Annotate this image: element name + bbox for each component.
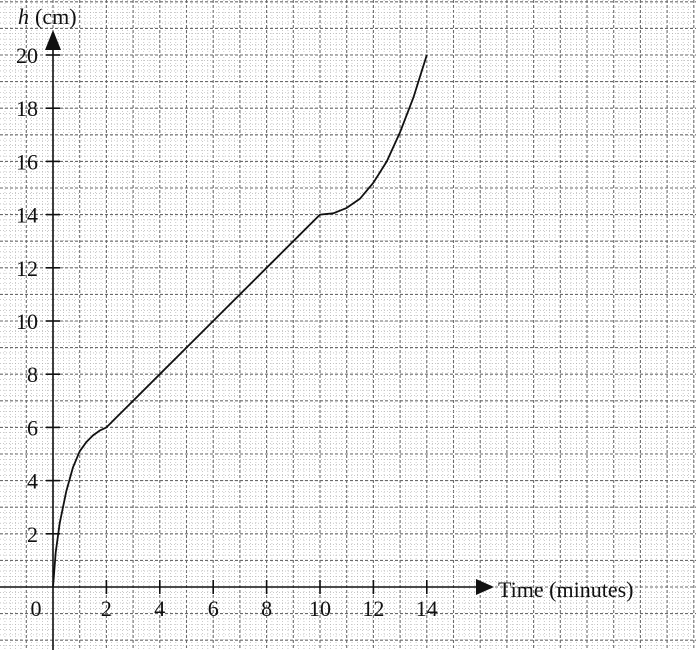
x-tick-label: 0 bbox=[31, 596, 42, 621]
y-tick-label: 14 bbox=[16, 203, 38, 228]
y-tick-label: 6 bbox=[27, 415, 38, 440]
x-axis-arrow bbox=[476, 579, 494, 595]
x-tick-label: 12 bbox=[362, 596, 384, 621]
y-tick-label: 4 bbox=[27, 469, 38, 494]
series-line bbox=[52, 54, 428, 588]
x-axis-label: Time (minutes) bbox=[498, 577, 633, 602]
data-marks bbox=[52, 54, 428, 588]
y-tick-label: 20 bbox=[16, 43, 38, 68]
x-tick-label: 2 bbox=[101, 596, 112, 621]
axes: 0 2 4 6 8 10 12 14 2 4 6 8 10 12 14 16 18 20 bbox=[0, 30, 494, 650]
y-tick-label: 10 bbox=[16, 309, 38, 334]
labels: h (cm) Time (minutes) bbox=[18, 4, 633, 602]
x-tick-label: 4 bbox=[154, 596, 165, 621]
y-tick-label: 16 bbox=[16, 149, 38, 174]
x-tick-label: 6 bbox=[208, 596, 219, 621]
y-axis-arrow bbox=[45, 30, 61, 50]
y-axis-var: h bbox=[18, 4, 29, 29]
x-tick-label: 8 bbox=[261, 596, 272, 621]
x-tick-label: 14 bbox=[416, 596, 438, 621]
y-axis-label: h (cm) bbox=[18, 4, 77, 29]
y-tick-label: 18 bbox=[16, 96, 38, 121]
x-tick-label: 10 bbox=[309, 596, 331, 621]
y-tick-label: 8 bbox=[27, 362, 38, 387]
y-axis-unit: (cm) bbox=[35, 4, 77, 29]
y-tick-label: 2 bbox=[27, 522, 38, 547]
y-tick-label: 12 bbox=[16, 256, 38, 281]
